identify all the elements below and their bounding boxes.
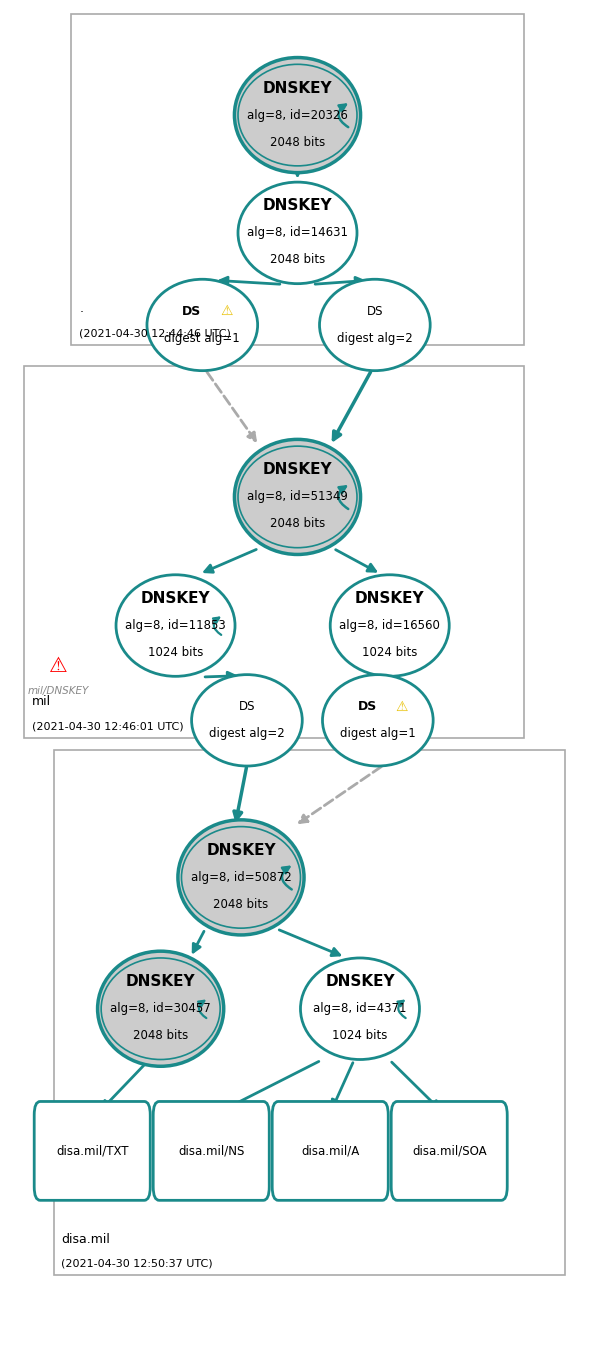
Text: DNSKEY: DNSKEY (206, 842, 276, 858)
Ellipse shape (98, 951, 224, 1067)
Text: alg=8, id=11853: alg=8, id=11853 (125, 619, 226, 632)
Text: alg=8, id=14631: alg=8, id=14631 (247, 226, 348, 240)
Text: alg=8, id=51349: alg=8, id=51349 (247, 490, 348, 504)
Text: (2021-04-30 12:50:37 UTC): (2021-04-30 12:50:37 UTC) (61, 1259, 213, 1269)
Ellipse shape (181, 826, 300, 929)
FancyBboxPatch shape (24, 366, 524, 738)
Ellipse shape (238, 181, 357, 284)
Text: disa.mil/A: disa.mil/A (301, 1144, 359, 1158)
Text: 2048 bits: 2048 bits (270, 135, 325, 149)
Text: disa.mil/SOA: disa.mil/SOA (412, 1144, 487, 1158)
Text: DNSKEY: DNSKEY (325, 974, 395, 990)
Text: DNSKEY: DNSKEY (262, 80, 333, 96)
Text: DNSKEY: DNSKEY (262, 198, 333, 214)
FancyBboxPatch shape (392, 1102, 507, 1200)
Ellipse shape (116, 574, 235, 676)
Text: alg=8, id=4371: alg=8, id=4371 (313, 1002, 407, 1016)
FancyBboxPatch shape (273, 1102, 388, 1200)
Text: ⚠: ⚠ (49, 657, 68, 676)
Text: digest alg=1: digest alg=1 (164, 332, 240, 345)
FancyBboxPatch shape (71, 14, 524, 345)
Ellipse shape (234, 439, 361, 555)
Text: (2021-04-30 12:46:01 UTC): (2021-04-30 12:46:01 UTC) (32, 722, 183, 731)
Ellipse shape (320, 279, 430, 371)
Ellipse shape (238, 447, 357, 547)
Text: (2021-04-30 12:44:46 UTC): (2021-04-30 12:44:46 UTC) (79, 329, 231, 338)
Text: DNSKEY: DNSKEY (262, 462, 333, 478)
Text: disa.mil: disa.mil (61, 1232, 110, 1246)
Text: 2048 bits: 2048 bits (133, 1029, 188, 1043)
Text: alg=8, id=20326: alg=8, id=20326 (247, 108, 348, 122)
Text: DNSKEY: DNSKEY (355, 590, 425, 607)
Ellipse shape (178, 821, 304, 934)
Text: .: . (79, 302, 83, 315)
Text: DS: DS (358, 700, 377, 714)
Ellipse shape (147, 279, 258, 371)
Ellipse shape (300, 959, 419, 1059)
Text: DNSKEY: DNSKEY (140, 590, 211, 607)
Text: DS: DS (182, 305, 201, 318)
Text: digest alg=2: digest alg=2 (209, 727, 285, 741)
Text: disa.mil/NS: disa.mil/NS (178, 1144, 245, 1158)
FancyBboxPatch shape (54, 750, 565, 1275)
Text: alg=8, id=50872: alg=8, id=50872 (190, 871, 292, 884)
Text: alg=8, id=30457: alg=8, id=30457 (110, 1002, 211, 1016)
Text: digest alg=2: digest alg=2 (337, 332, 413, 345)
Text: ⚠: ⚠ (395, 700, 408, 714)
FancyBboxPatch shape (35, 1102, 151, 1200)
Text: ⚠: ⚠ (220, 305, 233, 318)
Ellipse shape (101, 959, 220, 1059)
Text: 1024 bits: 1024 bits (362, 646, 418, 659)
Text: DS: DS (239, 700, 255, 714)
Text: 2048 bits: 2048 bits (270, 517, 325, 531)
Text: 1024 bits: 1024 bits (332, 1029, 388, 1043)
FancyBboxPatch shape (153, 1102, 269, 1200)
Text: alg=8, id=16560: alg=8, id=16560 (339, 619, 440, 632)
Ellipse shape (238, 64, 357, 165)
Text: digest alg=1: digest alg=1 (340, 727, 416, 741)
Ellipse shape (322, 674, 433, 766)
Ellipse shape (192, 674, 302, 766)
Text: DNSKEY: DNSKEY (126, 974, 196, 990)
Text: 2048 bits: 2048 bits (270, 253, 325, 267)
Text: mil/DNSKEY: mil/DNSKEY (27, 685, 89, 696)
Ellipse shape (330, 574, 449, 676)
Text: mil: mil (32, 695, 51, 708)
Text: DS: DS (367, 305, 383, 318)
Ellipse shape (234, 57, 361, 172)
Text: 1024 bits: 1024 bits (148, 646, 203, 659)
Text: disa.mil/TXT: disa.mil/TXT (56, 1144, 129, 1158)
Text: 2048 bits: 2048 bits (214, 898, 268, 911)
